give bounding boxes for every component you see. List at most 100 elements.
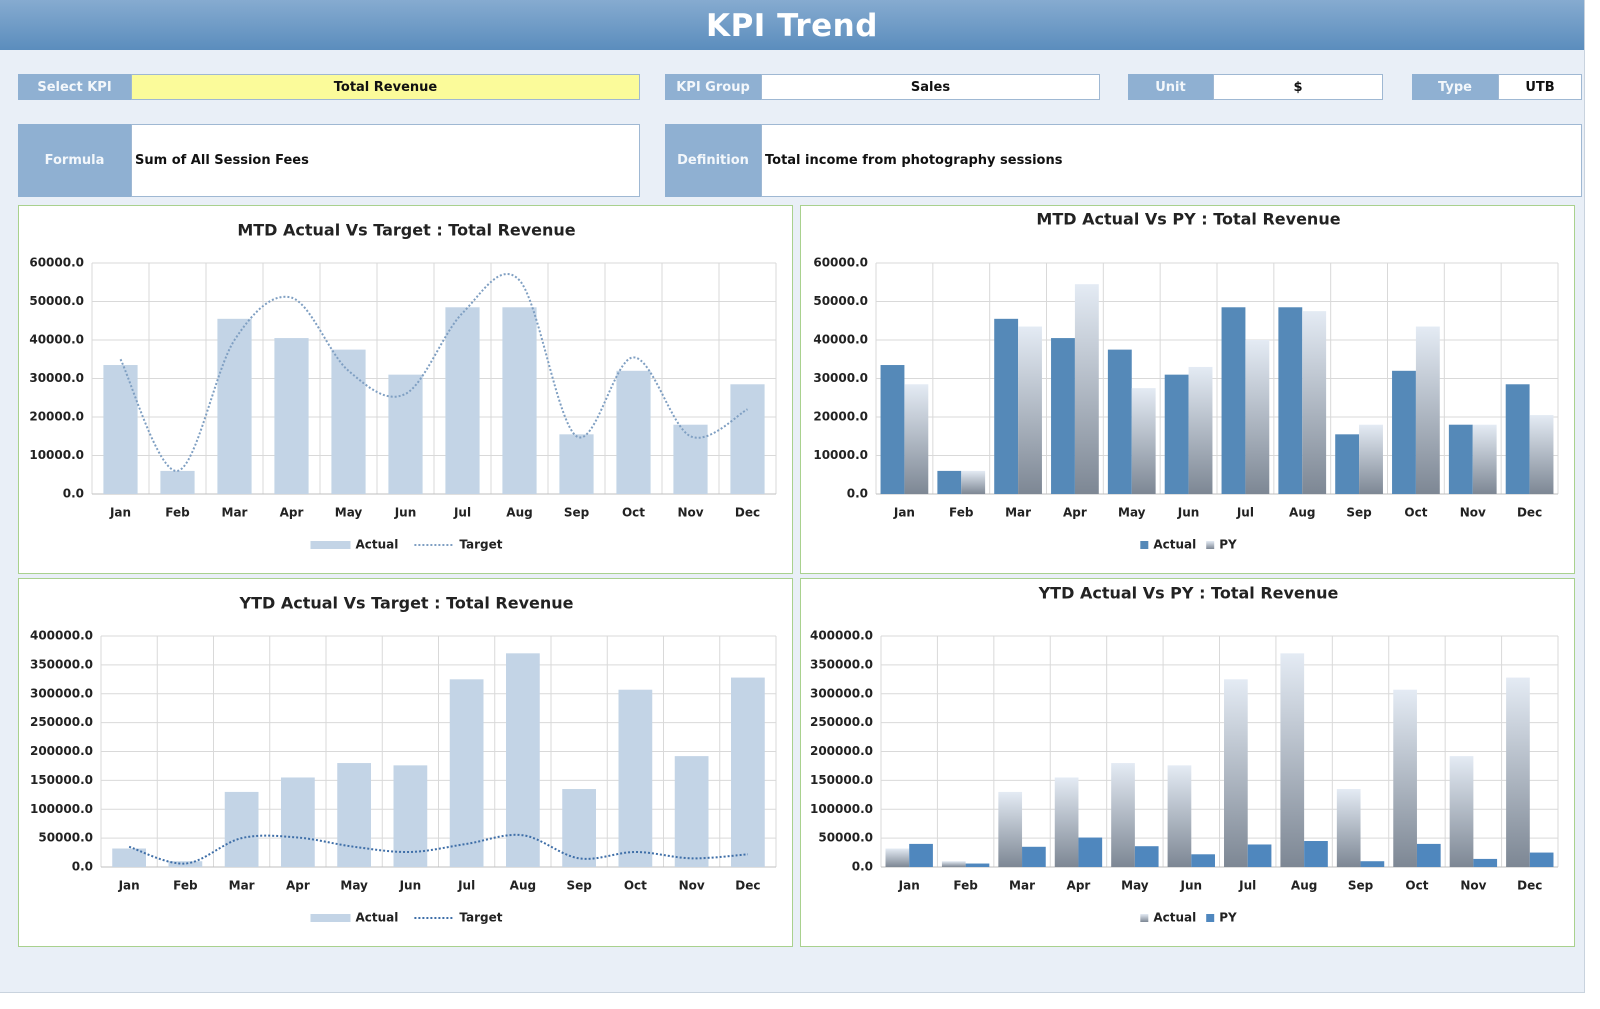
legend-label: Actual	[355, 538, 398, 552]
page-title: KPI Trend	[0, 0, 1584, 50]
y-tick-label: 400000.0	[810, 629, 873, 643]
bar	[1360, 861, 1385, 867]
bar	[880, 365, 905, 494]
bar	[1505, 384, 1530, 494]
chart-panel: MTD Actual Vs PY : Total Revenue 0.0 10000…	[800, 205, 1575, 574]
bar	[1247, 844, 1272, 867]
x-tick-label: Jun	[399, 879, 422, 893]
legend-label: Actual	[1153, 911, 1196, 925]
x-tick-label: Mar	[1009, 879, 1035, 893]
y-tick-label: 30000.0	[813, 371, 868, 385]
x-tick-label: Nov	[1460, 506, 1486, 520]
x-tick-label: Aug	[1289, 506, 1315, 520]
y-tick-label: 10000.0	[29, 448, 84, 462]
bar	[1074, 284, 1099, 494]
bar	[1280, 653, 1305, 867]
bar	[1107, 349, 1132, 494]
field-label: Type	[1412, 74, 1498, 100]
legend-label: PY	[1219, 538, 1237, 552]
bar	[1415, 326, 1440, 494]
bar	[904, 384, 929, 494]
legend-item: PY	[1206, 538, 1237, 552]
y-tick-label: 350000.0	[810, 657, 873, 671]
field-label: KPI Group	[665, 74, 761, 100]
x-tick-label: Apr	[286, 879, 310, 893]
line	[128, 833, 748, 865]
legend-item: Actual	[310, 911, 398, 925]
x-tick-label: May	[1118, 506, 1146, 520]
x-tick-label: Jun	[1180, 879, 1203, 893]
field-label: Definition	[665, 124, 761, 197]
bar	[502, 307, 537, 494]
x-tick-label: Oct	[1404, 506, 1427, 520]
chart: MTD Actual Vs PY : Total Revenue 0.0 10000…	[813, 210, 1559, 552]
y-tick-label: 20000.0	[813, 410, 868, 424]
y-tick-label: 250000.0	[30, 715, 93, 729]
bar	[994, 318, 1019, 494]
y-tick-label: 40000.0	[813, 333, 868, 347]
chart-panel: YTD Actual Vs Target : Total Revenue 0.0 5…	[18, 578, 793, 947]
bar	[1078, 837, 1103, 867]
y-tick-label: 50000.0	[818, 831, 873, 845]
bar	[103, 365, 138, 494]
bar	[1188, 366, 1213, 494]
chart-title: MTD Actual Vs Target : Total Revenue	[237, 221, 575, 240]
line	[119, 273, 749, 472]
bar	[1224, 679, 1248, 867]
x-tick-label: Feb	[949, 506, 974, 520]
y-tick-label: 250000.0	[810, 715, 873, 729]
x-tick-label: Jun	[394, 506, 417, 520]
bar	[1392, 370, 1416, 494]
bar	[937, 470, 962, 494]
y-tick-label: 0.0	[72, 860, 93, 874]
field-value: Total income from photography sessions	[761, 124, 1582, 197]
legend-label: Target	[459, 911, 502, 925]
legend: Actual PY	[1140, 911, 1237, 925]
bar	[559, 434, 594, 494]
bar	[1278, 307, 1303, 494]
x-tick-label: Dec	[735, 506, 760, 520]
chart-panel: MTD Actual Vs Target : Total Revenue 0.0 1…	[18, 205, 793, 574]
bar	[618, 689, 653, 867]
y-tick-label: 60000.0	[813, 256, 868, 270]
field-value: $	[1213, 74, 1383, 100]
bar	[1111, 763, 1135, 867]
x-tick-label: Feb	[165, 506, 190, 520]
bar	[562, 789, 596, 867]
y-tick-label: 300000.0	[30, 686, 93, 700]
x-tick-label: Mar	[1005, 506, 1031, 520]
legend-swatch	[310, 914, 351, 922]
legend-swatch	[1140, 541, 1149, 549]
x-tick-label: May	[335, 506, 363, 520]
legend: Actual PY	[1140, 538, 1237, 552]
bar	[1335, 434, 1360, 494]
x-tick-label: Aug	[1291, 879, 1317, 893]
bar	[1134, 846, 1159, 867]
bar	[331, 349, 366, 494]
bar	[885, 848, 910, 867]
bar	[1245, 340, 1270, 494]
x-tick-label: Oct	[1405, 879, 1428, 893]
y-tick-label: 350000.0	[30, 657, 93, 671]
bar	[965, 863, 990, 867]
bar	[337, 763, 371, 867]
bar	[1448, 424, 1473, 494]
y-tick-label: 50000.0	[29, 294, 84, 308]
legend-item: PY	[1206, 911, 1237, 925]
x-tick-label: Nov	[679, 879, 705, 893]
legend-label: Actual	[1153, 538, 1196, 552]
bar	[1054, 777, 1079, 867]
bar	[673, 424, 708, 494]
bar	[1018, 326, 1042, 494]
kpi-select[interactable]: Total Revenue	[131, 74, 640, 100]
chart-title: YTD Actual Vs PY : Total Revenue	[1038, 584, 1339, 603]
field-value: Sales	[761, 74, 1100, 100]
y-tick-label: 60000.0	[29, 256, 84, 270]
y-tick-label: 300000.0	[810, 686, 873, 700]
x-tick-label: Sep	[564, 506, 590, 520]
bar	[1191, 854, 1215, 867]
x-tick-label: Jul	[1236, 506, 1254, 520]
bar	[112, 848, 146, 867]
bar	[393, 765, 428, 867]
y-tick-label: 0.0	[847, 487, 868, 501]
